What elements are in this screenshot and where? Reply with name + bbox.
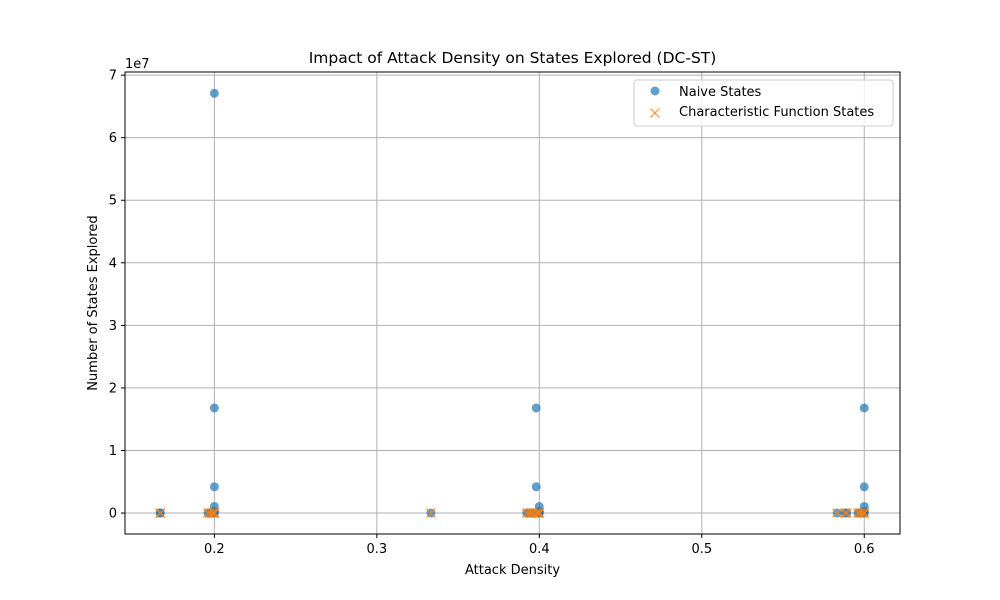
data-point-characteristic-function-states [856, 508, 868, 519]
data-point-characteristic-function-states [155, 507, 166, 519]
x-tick-label: 0.5 [691, 542, 712, 557]
grid [125, 72, 900, 534]
y-axis-label: Number of States Explored [86, 215, 101, 390]
y-axis-multiplier: 1e7 [125, 57, 150, 72]
data-point-characteristic-function-states [531, 508, 542, 519]
y-tick-label: 3 [109, 319, 117, 334]
x-axis-label: Attack Density [465, 563, 560, 578]
y-tick-label: 4 [109, 256, 117, 271]
plot-area-frame [124, 71, 901, 535]
data-point-characteristic-function-states [524, 508, 535, 519]
y-tick-label: 0 [109, 507, 117, 522]
y-tick-label: 6 [109, 131, 117, 146]
legend: Naive States Characteristic Function Sta… [633, 79, 894, 127]
y-tick-label: 2 [109, 381, 117, 396]
data-point-naive-states [859, 482, 869, 492]
data-point-characteristic-function-states [534, 508, 545, 519]
data-point-naive-states [209, 88, 219, 98]
data-point-characteristic-function-states [532, 508, 543, 519]
y-tick-label: 7 [109, 69, 117, 84]
data-point-characteristic-function-states [832, 508, 843, 519]
data-point-characteristic-function-states [859, 508, 870, 519]
data-point-naive-states [531, 482, 541, 492]
data-point-naive-states [531, 403, 541, 413]
data-point-naive-states [209, 482, 219, 492]
x-tick-label: 0.6 [854, 542, 875, 557]
data-point-characteristic-function-states [207, 508, 218, 519]
axis-ticks: 0.2 0.3 0.4 0.5 0.6 0 1 2 3 4 5 6 7 [109, 69, 875, 557]
data-point-naive-states [209, 403, 219, 413]
legend-box [633, 79, 894, 127]
data-point-characteristic-function-states [854, 508, 865, 519]
chart-title: Impact of Attack Density on States Explo… [309, 49, 717, 67]
y-tick-label: 1 [109, 444, 117, 459]
data-point-characteristic-function-states [840, 508, 851, 519]
data-point-characteristic-function-states [204, 508, 216, 519]
x-tick-label: 0.4 [529, 542, 550, 557]
data-point-characteristic-function-states [425, 508, 436, 519]
legend-marker-characteristic-function-states [649, 107, 661, 119]
legend-marker-naive-states [650, 86, 660, 96]
data-point-characteristic-function-states [209, 508, 220, 519]
legend-label-characteristic-function-states: Characteristic Function States [679, 105, 874, 120]
x-tick-label: 0.2 [204, 542, 225, 557]
data-points [155, 88, 870, 519]
data-point-naive-states [859, 403, 869, 413]
legend-label-naive-states: Naive States [679, 85, 762, 100]
data-point-characteristic-function-states [841, 508, 852, 519]
y-tick-label: 5 [109, 194, 117, 209]
x-tick-label: 0.3 [366, 542, 387, 557]
